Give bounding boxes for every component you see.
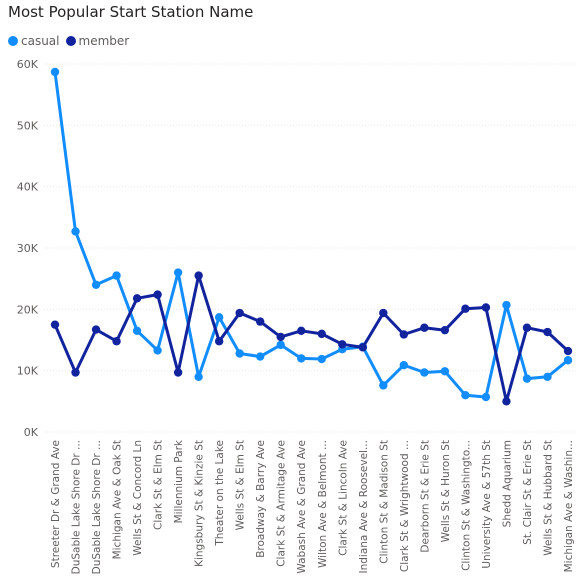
chart-title: Most Popular Start Station Name (8, 3, 254, 21)
data-point-member (50, 320, 60, 329)
x-tick-label: Clinton St & Washingto... (460, 440, 472, 571)
data-point-casual (173, 268, 183, 277)
x-tick-label: Wabash Ave & Grand Ave (296, 440, 308, 574)
data-point-casual (50, 67, 60, 77)
y-tick-label: 50K (17, 119, 39, 132)
x-tick-label: DuSable Lake Shore Dr ... (71, 440, 83, 574)
data-point-member (235, 308, 244, 318)
data-point-member (522, 323, 532, 332)
data-point-member (358, 343, 367, 352)
x-tick-label: Wells St & Huron St (440, 440, 452, 542)
x-tick-label: St. Clair St & Erie St (522, 440, 534, 545)
y-tick-label: 0K (24, 426, 39, 439)
x-tick-label: Dearborn St & Erie St (419, 440, 431, 553)
data-point-casual (522, 374, 532, 383)
x-tick-label: Clark St & Wrightwood ... (399, 440, 411, 572)
data-point-member (276, 332, 285, 342)
x-tick-label: Shedd Aquarium (501, 440, 513, 527)
x-tick-label: Wells St & Elm St (235, 440, 247, 530)
x-tick-label: Clark St & Armitage Ave (276, 440, 288, 567)
data-point-member (379, 308, 388, 318)
data-point-casual (256, 352, 265, 361)
x-tick-label: Michigan Ave & Oak St (112, 440, 124, 559)
data-point-member (420, 323, 429, 332)
data-point-member (502, 397, 511, 406)
data-point-member (132, 294, 142, 303)
data-point-member (481, 303, 491, 312)
x-tick-label: Clark St & Elm St (153, 440, 165, 530)
data-point-member (173, 368, 183, 377)
legend-marker-casual (8, 36, 18, 46)
data-point-casual (399, 360, 409, 370)
legend-label-member: member (78, 34, 130, 48)
legend-label-casual: casual (21, 34, 60, 48)
series-line-casual (53, 71, 569, 399)
x-tick-label: Millennium Park (173, 439, 185, 523)
data-point-member (194, 271, 203, 280)
data-point-member (153, 290, 162, 299)
data-point-casual (440, 367, 450, 376)
data-point-member (71, 368, 80, 377)
x-tick-label: Clark St & Lincoln Ave (337, 440, 349, 556)
data-point-casual (194, 372, 203, 381)
data-point-casual (112, 271, 121, 280)
y-tick-label: 60K (17, 58, 39, 71)
data-point-casual (317, 354, 326, 364)
data-point-casual (461, 391, 470, 400)
y-tick-label: 10K (17, 365, 39, 378)
x-tick-label: Broadway & Barry Ave (255, 440, 267, 558)
data-point-casual (502, 300, 511, 310)
x-tick-label: Streeter Dr & Grand Ave (50, 440, 62, 568)
legend-item-casual[interactable]: casual (8, 34, 60, 48)
x-tick-label: University Ave & 57th St (481, 440, 493, 569)
x-tick-label: Theater on the Lake (214, 440, 226, 547)
data-point-casual (153, 346, 162, 355)
data-point-casual (563, 356, 573, 365)
data-point-casual (297, 354, 306, 363)
x-tick-label: Clinton St & Madison St (378, 440, 390, 564)
x-tick-label: Indiana Ave & Roosevel... (358, 440, 370, 574)
data-point-member (297, 326, 306, 335)
legend: casual member (8, 34, 135, 48)
data-point-casual (276, 340, 285, 350)
x-tick-label: DuSable Lake Shore Dr ... (91, 440, 103, 574)
series-line-member (53, 274, 570, 403)
data-point-casual (91, 280, 101, 289)
legend-marker-member (65, 36, 76, 46)
data-point-casual (214, 313, 224, 322)
data-point-casual (543, 372, 552, 381)
y-tick-label: 20K (17, 303, 39, 316)
x-tick-label: Michigan Ave & Washin... (563, 440, 575, 572)
legend-item-member[interactable]: member (65, 34, 130, 48)
data-point-member (256, 317, 265, 326)
data-point-casual (235, 349, 244, 358)
data-point-casual (420, 368, 429, 377)
data-point-member (461, 304, 470, 313)
x-tick-label: Kingsbury St & Kinzie St (194, 440, 206, 567)
data-point-member (440, 325, 450, 335)
data-point-member (317, 329, 326, 339)
data-point-member (563, 346, 573, 356)
data-point-casual (481, 392, 491, 402)
data-point-member (338, 340, 347, 349)
x-tick-label: Wells St & Concord Ln (132, 440, 144, 556)
data-point-member (214, 337, 224, 346)
data-point-member (543, 327, 552, 337)
x-tick-label: Wilton Ave & Belmont ... (317, 440, 329, 568)
data-point-casual (132, 326, 142, 335)
y-tick-label: 40K (17, 181, 39, 194)
x-tick-label: Wells St & Hubbard St (542, 440, 554, 556)
data-point-member (112, 337, 121, 346)
data-point-casual (71, 227, 80, 236)
data-point-member (399, 330, 409, 339)
data-point-member (91, 325, 101, 334)
y-tick-label: 30K (17, 242, 39, 255)
data-point-casual (379, 381, 388, 390)
